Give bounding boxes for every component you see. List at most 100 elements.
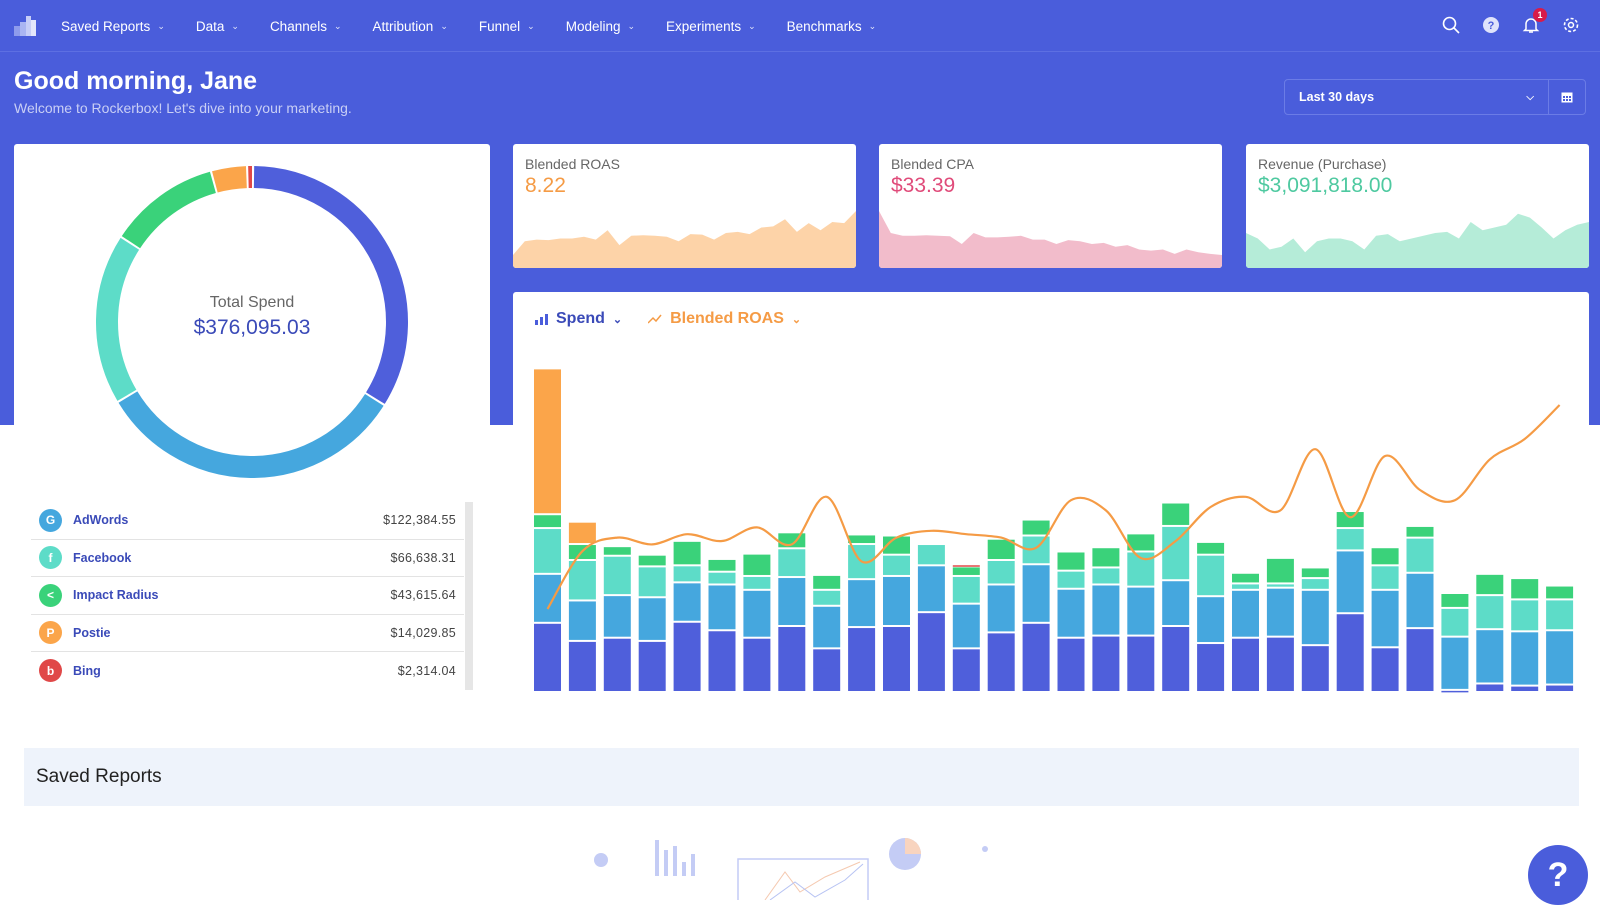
bar-segment[interactable] [1511, 579, 1538, 598]
bar-segment[interactable] [1407, 539, 1434, 572]
bar-segment[interactable] [1197, 597, 1224, 642]
bar-segment[interactable] [743, 591, 770, 637]
bar-segment[interactable] [1441, 609, 1468, 636]
kpi-card-blended-cpa[interactable]: Blended CPA$33.39 [879, 144, 1222, 268]
bar-segment[interactable] [1092, 585, 1119, 634]
bar-segment[interactable] [534, 515, 561, 527]
bar-segment[interactable] [674, 542, 701, 564]
bar-segment[interactable] [1441, 638, 1468, 689]
bar-segment[interactable] [569, 642, 596, 691]
bar-segment[interactable] [743, 639, 770, 691]
bar-segment[interactable] [1546, 587, 1573, 599]
bar-segment[interactable] [1162, 627, 1189, 691]
nav-item-funnel[interactable]: Funnel⌄ [479, 19, 535, 34]
donut-slice[interactable] [131, 182, 213, 242]
help-icon[interactable]: ? [1480, 14, 1502, 36]
bar-segment[interactable] [778, 627, 805, 691]
bar-segment[interactable] [813, 607, 840, 648]
bar-segment[interactable] [674, 566, 701, 581]
bar-segment[interactable] [953, 577, 980, 603]
bar-segment[interactable] [1511, 600, 1538, 630]
channel-name[interactable]: Facebook [73, 551, 390, 565]
nav-item-modeling[interactable]: Modeling⌄ [566, 19, 635, 34]
bar-segment[interactable] [1407, 527, 1434, 537]
list-scrollbar[interactable] [465, 502, 473, 690]
bar-segment[interactable] [1511, 687, 1538, 691]
bar-segment[interactable] [1302, 579, 1329, 589]
bar-segment[interactable] [604, 639, 631, 691]
bar-segment[interactable] [1197, 644, 1224, 691]
bar-segment[interactable] [1023, 521, 1050, 535]
bar-segment[interactable] [1267, 638, 1294, 691]
bar-segment[interactable] [743, 577, 770, 589]
bar-segment[interactable] [1058, 552, 1085, 569]
bar-segment[interactable] [1058, 572, 1085, 588]
bar-segment[interactable] [1372, 548, 1399, 564]
nav-item-experiments[interactable]: Experiments⌄ [666, 19, 756, 34]
channel-name[interactable]: Postie [73, 626, 390, 640]
bar-segment[interactable] [1092, 637, 1119, 691]
bar-segment[interactable] [534, 575, 561, 622]
bar-segment[interactable] [639, 598, 666, 640]
bar-segment[interactable] [1407, 574, 1434, 627]
bar-segment[interactable] [778, 549, 805, 576]
bar-segment[interactable] [953, 605, 980, 648]
bar-segment[interactable] [1302, 591, 1329, 644]
bar-segment[interactable] [639, 642, 666, 691]
bar-segment[interactable] [1302, 646, 1329, 691]
bar-segment[interactable] [918, 545, 945, 564]
nav-item-saved-reports[interactable]: Saved Reports⌄ [61, 19, 165, 34]
channel-name[interactable]: Impact Radius [73, 588, 390, 602]
bar-segment[interactable] [1337, 512, 1364, 527]
channel-name[interactable]: AdWords [73, 513, 383, 527]
bar-segment[interactable] [1267, 589, 1294, 636]
gear-icon[interactable] [1560, 14, 1582, 36]
bar-segment[interactable] [1023, 624, 1050, 691]
donut-slice[interactable] [128, 397, 374, 467]
bar-segment[interactable] [988, 585, 1015, 631]
help-chat-button[interactable]: ? [1528, 845, 1588, 905]
bar-segment[interactable] [674, 583, 701, 620]
calendar-icon[interactable] [1548, 80, 1585, 114]
bar-segment[interactable] [604, 557, 631, 594]
bar-segment[interactable] [813, 576, 840, 589]
bar-segment[interactable] [1232, 591, 1259, 637]
bar-segment[interactable] [1407, 629, 1434, 691]
bar-segment[interactable] [1127, 637, 1154, 691]
bar-segment[interactable] [1162, 504, 1189, 525]
donut-slice[interactable] [215, 177, 247, 182]
bar-segment[interactable] [534, 624, 561, 691]
bar-segment[interactable] [569, 601, 596, 639]
bar-segment[interactable] [813, 591, 840, 605]
nav-item-benchmarks[interactable]: Benchmarks⌄ [787, 19, 877, 34]
bar-segment[interactable] [1546, 631, 1573, 683]
bar-segment[interactable] [709, 560, 736, 571]
bar-segment[interactable] [1337, 614, 1364, 691]
rockerbox-logo[interactable] [14, 16, 36, 36]
bar-segment[interactable] [639, 556, 666, 566]
bar-segment[interactable] [604, 547, 631, 555]
bar-segment[interactable] [813, 649, 840, 691]
bar-segment[interactable] [918, 566, 945, 611]
bar-segment[interactable] [1546, 686, 1573, 691]
nav-item-channels[interactable]: Channels⌄ [270, 19, 342, 34]
bar-segment[interactable] [1058, 639, 1085, 691]
bar-segment[interactable] [604, 596, 631, 637]
bar-segment[interactable] [988, 561, 1015, 583]
bar-segment[interactable] [883, 627, 910, 691]
bar-segment[interactable] [1197, 543, 1224, 554]
bar-segment[interactable] [1232, 584, 1259, 588]
bar-segment[interactable] [1232, 639, 1259, 691]
date-range-picker[interactable]: Last 30 days⌵ [1284, 79, 1586, 115]
bar-segment[interactable] [1476, 630, 1503, 682]
bar-segment[interactable] [639, 567, 666, 596]
bar-segment[interactable] [709, 573, 736, 584]
bar-segment[interactable] [1511, 632, 1538, 684]
bar-segment[interactable] [674, 623, 701, 691]
bar-segment[interactable] [1441, 594, 1468, 607]
bar-segment[interactable] [1476, 684, 1503, 691]
